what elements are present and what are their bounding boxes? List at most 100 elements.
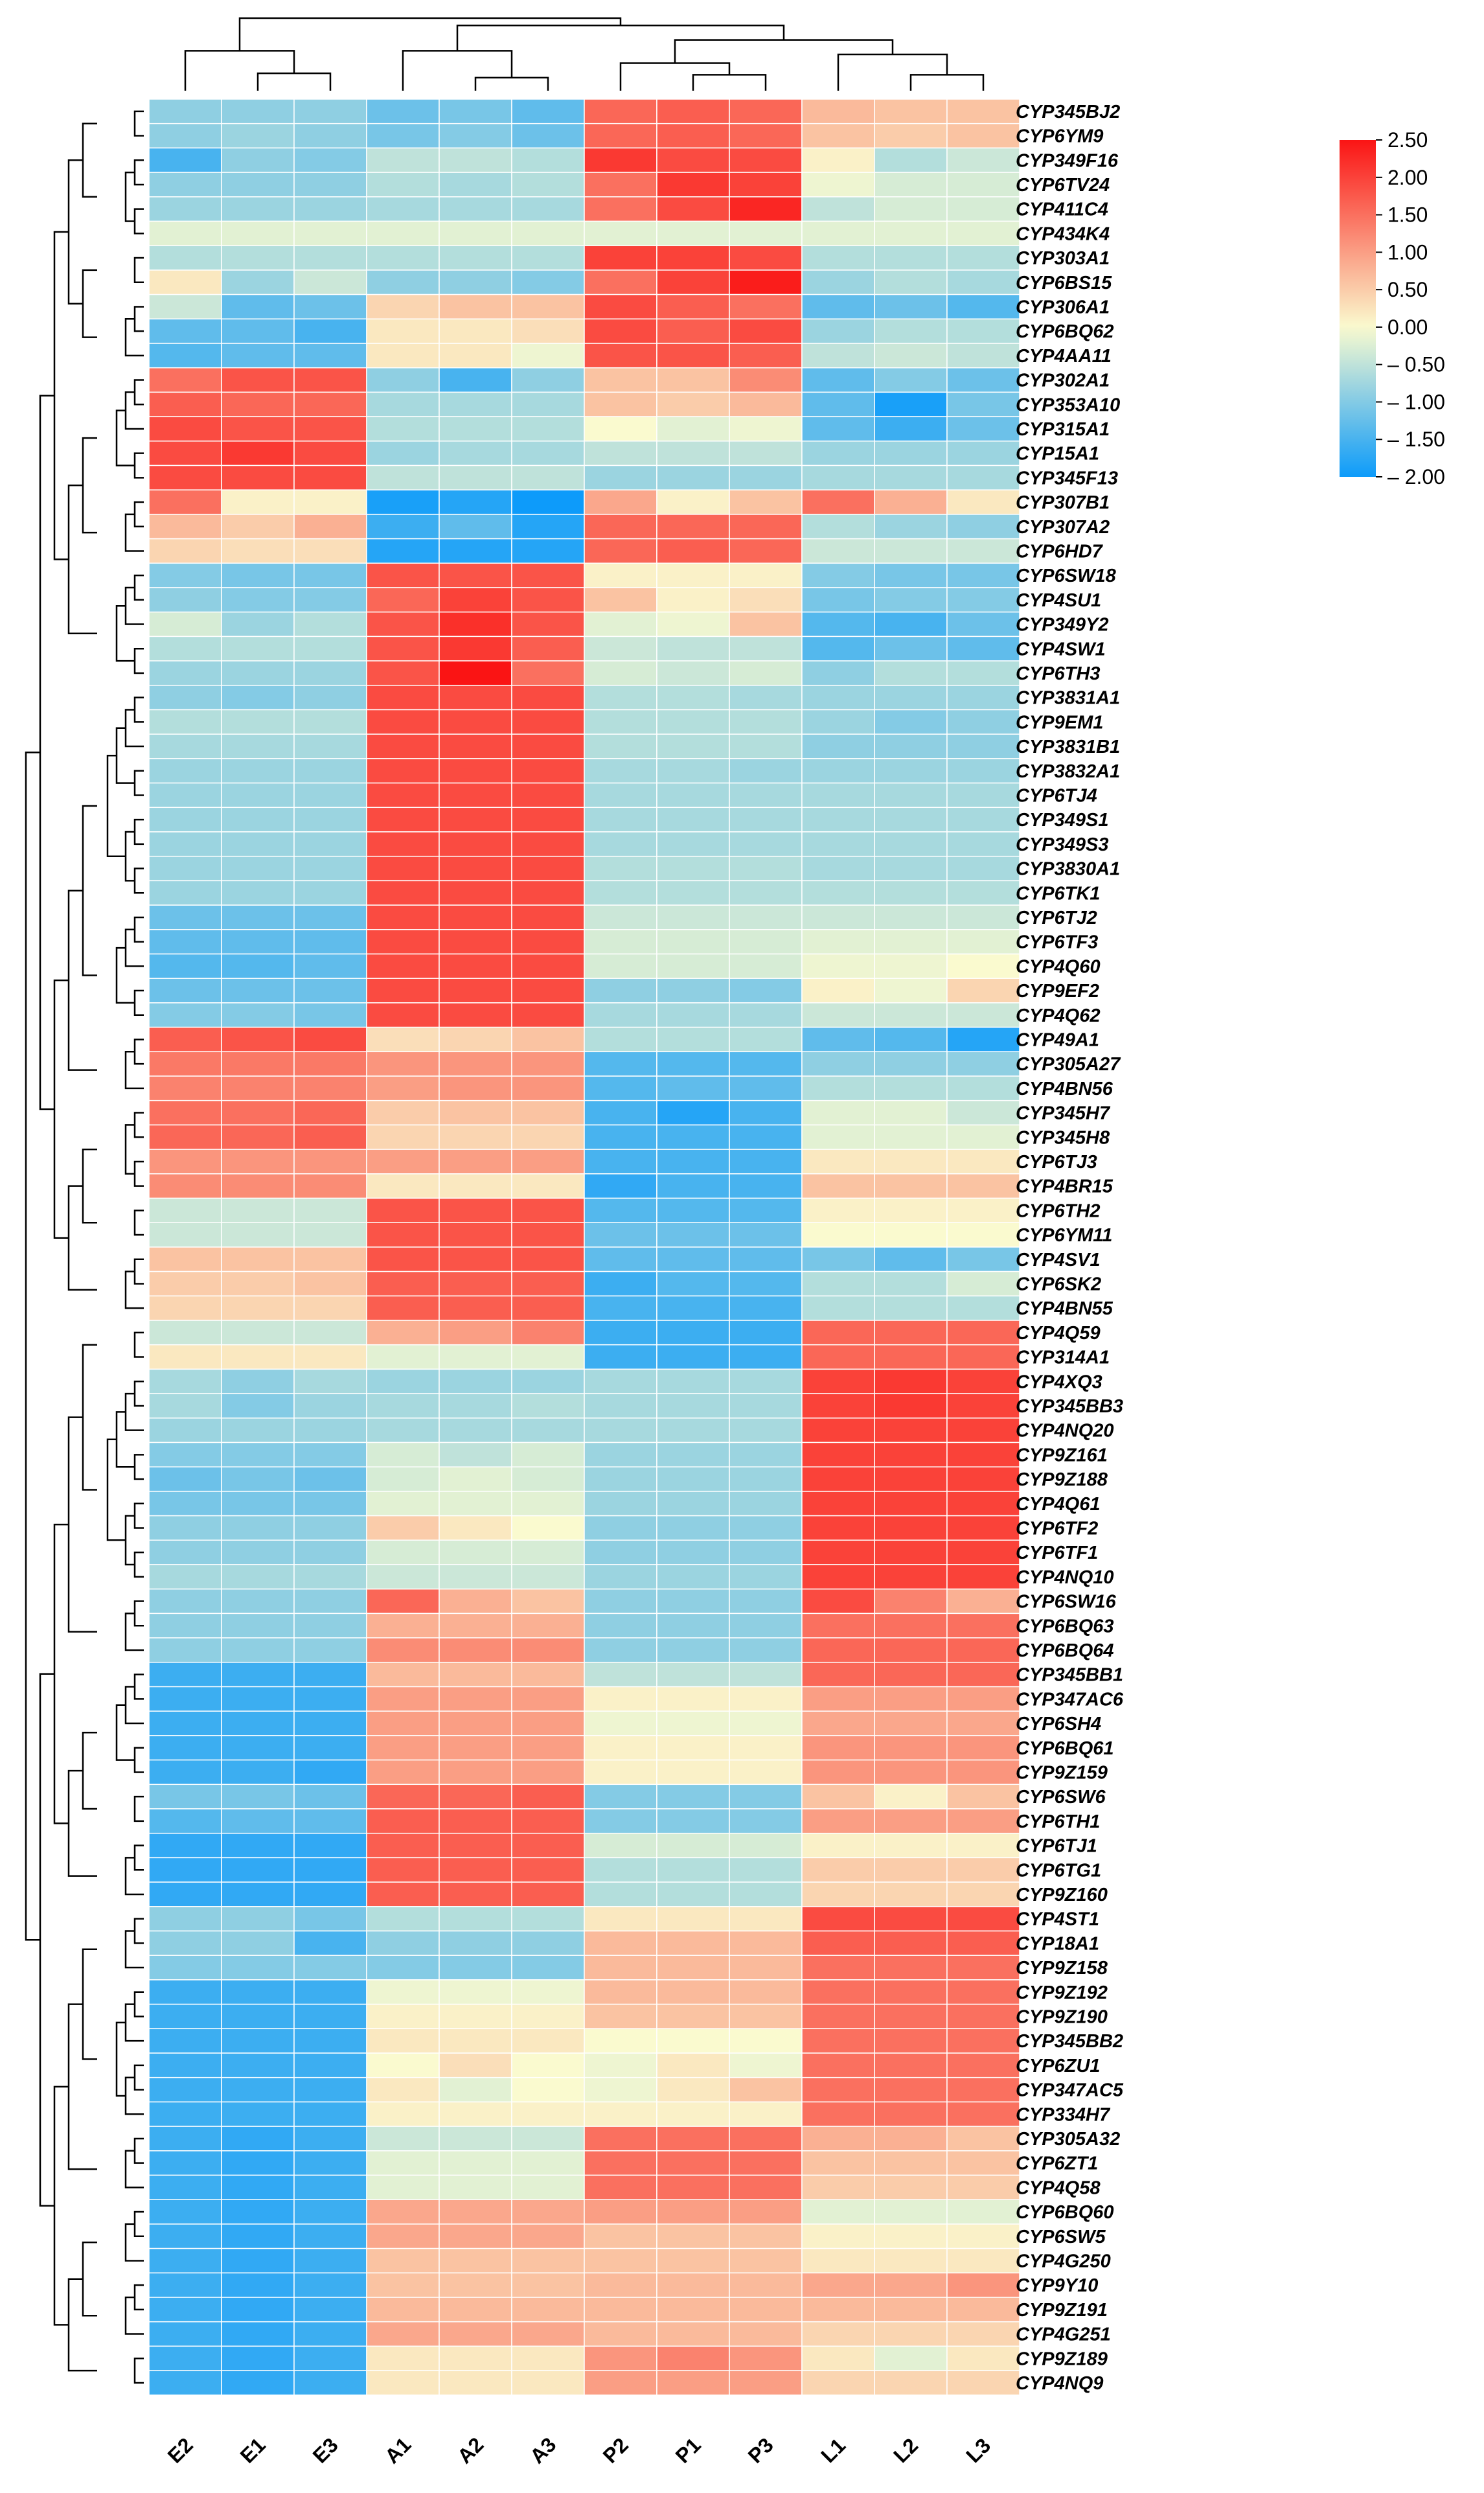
heatmap-cell <box>946 1197 1020 1223</box>
heatmap-cell <box>801 1979 875 2005</box>
heatmap-cell <box>366 2345 440 2371</box>
heatmap-cell <box>511 367 585 393</box>
row-label: CYP6BQ61 <box>1016 1738 1114 1759</box>
heatmap-cell <box>946 172 1020 198</box>
heatmap-cell <box>293 270 367 295</box>
heatmap-cell <box>439 1588 512 1614</box>
heatmap-cell <box>946 2247 1020 2274</box>
heatmap-cell <box>584 220 657 246</box>
heatmap-cell <box>148 465 222 490</box>
row-label: CYP6TG1 <box>1016 1860 1101 1881</box>
heatmap-cell <box>511 904 585 930</box>
heatmap-cell <box>946 2272 1020 2298</box>
heatmap-cell <box>511 441 585 466</box>
heatmap-cell <box>584 2076 657 2103</box>
dendrogram-branch <box>133 1795 144 1822</box>
row-label: CYP6ZU1 <box>1016 2056 1101 2076</box>
heatmap-cell <box>729 172 803 198</box>
heatmap-cell <box>874 1564 948 1590</box>
heatmap-cell <box>293 855 367 882</box>
heatmap-cell <box>293 122 367 149</box>
heatmap-cell <box>221 367 295 393</box>
heatmap-cell <box>221 978 295 1004</box>
heatmap-cell <box>874 489 948 515</box>
heatmap-cell <box>874 367 948 393</box>
row-label: CYP345BB2 <box>1016 2031 1123 2052</box>
heatmap-cell <box>511 1515 585 1541</box>
heatmap-cell <box>366 2199 440 2225</box>
heatmap-cell <box>148 611 222 638</box>
heatmap-cell <box>729 1344 803 1370</box>
heatmap-cell <box>874 758 948 784</box>
heatmap-cell <box>366 733 440 759</box>
heatmap-cell <box>729 1320 803 1346</box>
heatmap-cell <box>801 318 875 344</box>
dendrogram-branch <box>106 754 126 857</box>
heatmap-cell <box>293 1246 367 1272</box>
heatmap-cell <box>366 880 440 906</box>
heatmap-cell <box>584 1955 657 1981</box>
dendrogram-branch <box>124 831 135 882</box>
dendrogram-branch <box>133 1210 144 1236</box>
heatmap-cell <box>148 880 222 906</box>
heatmap-cell <box>656 196 730 222</box>
heatmap-cell <box>221 685 295 711</box>
heatmap-cell <box>439 1466 512 1492</box>
heatmap-cell <box>874 1906 948 1932</box>
heatmap-cell <box>801 441 875 466</box>
heatmap-cell <box>366 831 440 857</box>
heatmap-cell <box>439 1418 512 1443</box>
heatmap-cell <box>148 1539 222 1565</box>
heatmap-cell <box>729 929 803 955</box>
heatmap-cell <box>366 343 440 369</box>
heatmap-cell <box>946 1686 1020 1712</box>
heatmap-cell <box>148 1710 222 1736</box>
row-label: CYP4ST1 <box>1016 1909 1099 1930</box>
heatmap-cell <box>148 1979 222 2005</box>
heatmap-cell <box>511 343 585 369</box>
heatmap-cell <box>874 953 948 979</box>
heatmap-cell <box>221 318 295 344</box>
heatmap-cell <box>729 978 803 1004</box>
heatmap-cell <box>801 343 875 369</box>
heatmap-cell <box>439 636 512 661</box>
heatmap-cell <box>729 1832 803 1859</box>
heatmap-cell <box>511 2272 585 2298</box>
heatmap-cell <box>439 514 512 540</box>
heatmap-cell <box>511 1979 585 2005</box>
column-label: E2 <box>163 2433 198 2468</box>
heatmap-cell <box>511 465 585 490</box>
heatmap-cell <box>148 587 222 613</box>
heatmap-cell <box>656 1662 730 1688</box>
heatmap-cell <box>801 1222 875 1248</box>
heatmap-cell <box>584 367 657 393</box>
heatmap-cell <box>439 2272 512 2298</box>
heatmap-cell <box>801 880 875 906</box>
heatmap-cell <box>729 1442 803 1467</box>
heatmap-cell <box>511 636 585 661</box>
row-label: CYP6TH3 <box>1016 663 1101 684</box>
column-label: E1 <box>236 2433 270 2468</box>
heatmap-cell <box>366 441 440 466</box>
heatmap-cell <box>946 929 1020 955</box>
heatmap-cell <box>584 1026 657 1053</box>
row-label: CYP3832A1 <box>1016 761 1120 782</box>
heatmap-cell <box>511 538 585 564</box>
heatmap-cell <box>584 1735 657 1761</box>
heatmap-cell <box>366 1393 440 1419</box>
heatmap-cell <box>729 465 803 490</box>
heatmap-cell <box>221 2272 295 2298</box>
dendrogram-branch <box>82 1731 97 1810</box>
heatmap-cell <box>511 2297 585 2323</box>
heatmap-cell <box>656 293 730 320</box>
heatmap-cell <box>874 2003 948 2030</box>
dendrogram-branch <box>133 2064 144 2091</box>
heatmap-cell <box>874 1832 948 1859</box>
heatmap-cell <box>656 855 730 882</box>
heatmap-cell <box>584 733 657 759</box>
heatmap-cell <box>366 1099 440 1126</box>
heatmap-cell <box>148 1246 222 1272</box>
heatmap-cell <box>293 1466 367 1492</box>
heatmap-cell <box>148 270 222 295</box>
heatmap-cell <box>221 1588 295 1614</box>
